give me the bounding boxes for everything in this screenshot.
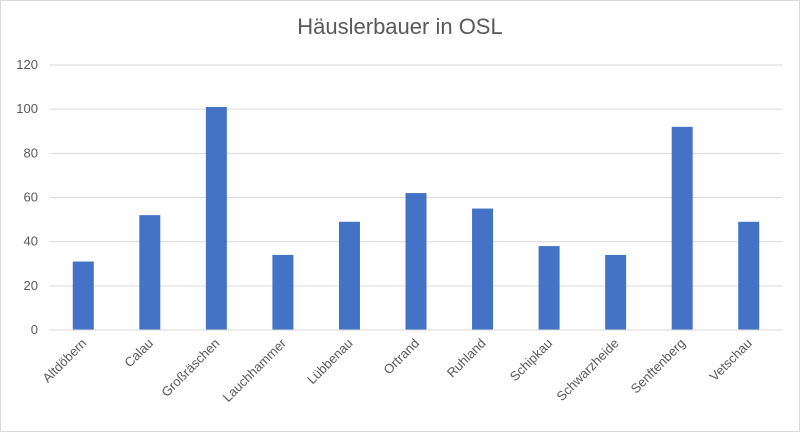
x-tick-label: Altdöbern bbox=[39, 336, 89, 386]
y-axis-ticks: 0 20 40 60 80 100 120 bbox=[16, 57, 38, 337]
bar-großräschen bbox=[205, 106, 227, 330]
x-tick-label: Calau bbox=[121, 336, 156, 371]
y-tick-label: 20 bbox=[24, 278, 38, 293]
bar-vetschau bbox=[738, 221, 760, 330]
bar-ruhland bbox=[472, 208, 494, 330]
bar-ortrand bbox=[405, 193, 427, 330]
x-tick-label: Vetschau bbox=[706, 336, 754, 384]
chart-title: Häuslerbauer in OSL bbox=[297, 14, 503, 39]
y-tick-label: 80 bbox=[24, 145, 38, 160]
y-tick-label: 120 bbox=[16, 57, 38, 72]
x-tick-label: Senftenberg bbox=[628, 336, 689, 397]
x-tick-label: Lübbenau bbox=[304, 336, 356, 388]
x-tick-label: Lauchhammer bbox=[220, 335, 290, 405]
bar-senftenberg bbox=[671, 126, 693, 330]
bar-lübbenau bbox=[338, 221, 360, 330]
bars bbox=[72, 106, 760, 330]
bar-schipkau bbox=[538, 246, 560, 330]
x-tick-label: Großräschen bbox=[158, 336, 222, 400]
bar-altdöbern bbox=[72, 261, 94, 330]
x-tick-label: Schipkau bbox=[507, 336, 555, 384]
y-tick-label: 60 bbox=[24, 190, 38, 205]
x-tick-label: Ortrand bbox=[380, 336, 422, 378]
y-tick-label: 40 bbox=[24, 234, 38, 249]
x-tick-label: Schwarzheide bbox=[553, 336, 621, 404]
x-tick-label: Ruhland bbox=[444, 336, 489, 381]
bar-lauchhammer bbox=[272, 254, 294, 330]
y-tick-label: 0 bbox=[31, 322, 38, 337]
bar-schwarzheide bbox=[605, 254, 627, 330]
y-tick-label: 100 bbox=[16, 101, 38, 116]
bar-calau bbox=[139, 215, 161, 330]
